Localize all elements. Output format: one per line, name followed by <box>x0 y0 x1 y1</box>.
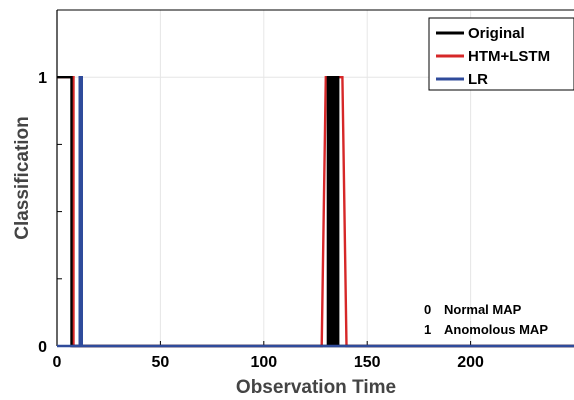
annotation-text-1: Anomolous MAP <box>444 322 548 337</box>
y-tick-label-0: 0 <box>38 339 47 356</box>
y-axis-title: Classification <box>12 116 33 240</box>
annotation-text-0: Normal MAP <box>444 302 522 317</box>
series-lines <box>57 75 574 348</box>
x-tick-label-2: 100 <box>250 354 277 371</box>
legend-label-lr: LR <box>468 71 488 88</box>
x-tick-label-1: 50 <box>152 354 170 371</box>
x-axis-title: Observation Time <box>236 377 396 398</box>
x-tick-label-0: 0 <box>53 354 62 371</box>
series-line-lr <box>57 75 574 348</box>
annotation-code-1: 1 <box>424 322 431 337</box>
legend-label-htm-lstm: HTM+LSTM <box>468 48 550 65</box>
x-tick-label-3: 150 <box>354 354 381 371</box>
x-tick-label-4: 200 <box>457 354 484 371</box>
class-key-annotation: 0 Normal MAP 1 Anomolous MAP <box>424 302 548 337</box>
series-line-htm-lstm <box>57 75 574 348</box>
ticks: 0 50 100 150 200 0 1 <box>38 70 484 371</box>
y-tick-label-1: 1 <box>38 70 47 87</box>
legend: Original HTM+LSTM LR <box>428 17 574 91</box>
legend-label-original: Original <box>468 25 525 42</box>
annotation-code-0: 0 <box>424 302 431 317</box>
